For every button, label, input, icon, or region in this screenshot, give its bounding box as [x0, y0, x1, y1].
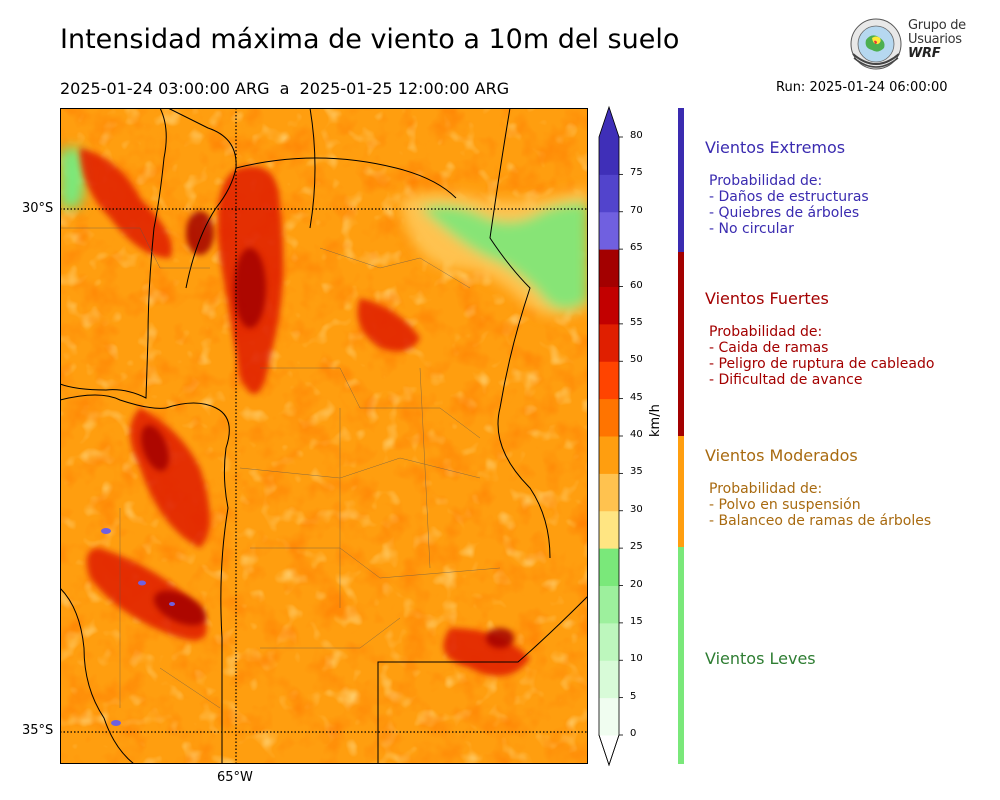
category-color-bar	[678, 108, 684, 252]
colorbar-segment	[599, 436, 619, 474]
colorbar-tick-label: 60	[630, 279, 643, 291]
category-color-bar	[678, 436, 684, 547]
colorbar-tick-label: 50	[630, 354, 643, 366]
lat-tick-35s: 35°S	[22, 723, 54, 738]
logo-line-1: Grupo de	[908, 18, 966, 33]
colorbar-tick-label: 40	[630, 429, 643, 440]
very-strong-wind-cores	[141, 211, 514, 648]
lat-tick-30s: 30°S	[22, 201, 54, 216]
description-line: - Dificultad de avance	[709, 372, 863, 388]
colorbar-tick-label: 35	[630, 466, 643, 478]
wind-intensity-map[interactable]	[60, 108, 588, 764]
logo-line-3: WRF	[908, 46, 941, 61]
colorbar-unit-label: km/h	[648, 404, 663, 437]
colorbar-over-extension	[599, 107, 619, 137]
strong-wind-bands	[80, 148, 530, 676]
wind-category-description: Probabilidad de: - Daños de estructuras - …	[709, 173, 869, 237]
colorbar-segment	[599, 510, 619, 549]
description-line: - Caida de ramas	[709, 340, 829, 356]
graticule	[60, 108, 588, 764]
wind-category: Vientos Leves	[705, 649, 816, 668]
department-boundaries	[60, 227, 501, 709]
map-frame	[60, 108, 588, 764]
wind-category: Vientos Moderados Probabilidad de: - Polvo…	[705, 446, 931, 529]
colorbar-segment	[599, 174, 619, 213]
colorbar-tick-label: 55	[630, 316, 643, 328]
colorbar-tick-label: 0	[630, 728, 637, 739]
description-line: - Quiebres de árboles	[709, 205, 860, 221]
colorbar-segment	[599, 660, 619, 699]
wind-category-title: Vientos Moderados	[705, 446, 858, 465]
extreme-wind-spots	[101, 528, 175, 726]
colorbar-segment	[599, 473, 619, 512]
colorbar-tick-label: 70	[630, 204, 643, 216]
category-color-bar	[678, 547, 684, 764]
category-color-bar	[678, 252, 684, 436]
colorbar-segment	[599, 585, 619, 624]
colorbar-segment	[599, 211, 619, 250]
colorbar-segment	[599, 361, 619, 400]
lon-tick-65w: 65°W	[217, 770, 253, 785]
colorbar-tick-label: 80	[630, 130, 643, 141]
wind-category-title: Vientos Extremos	[705, 138, 846, 157]
wind-category-title: Vientos Fuertes	[705, 289, 829, 308]
colorbar-segment	[599, 398, 619, 437]
grupo-usuarios-wrf-logo: Grupo de Usuarios WRF	[848, 16, 973, 74]
colorbar-segment	[599, 137, 619, 175]
wind-category: Vientos Fuertes Probabilidad de: - Caida d…	[705, 289, 934, 388]
wind-category-description: Probabilidad de: - Caida de ramas - Peligr…	[709, 324, 934, 388]
description-line: - No circular	[709, 221, 794, 237]
forecast-period: 2025-01-24 03:00:00 ARG a 2025-01-25 12:…	[60, 79, 510, 98]
colorbar-segment	[599, 622, 619, 661]
colorbar-tick-label: 75	[630, 167, 643, 179]
province-boundaries	[60, 108, 588, 764]
colorbar-tick-label: 15	[630, 615, 643, 627]
colorbar-tick-label: 30	[630, 503, 643, 515]
map-title: Intensidad máxima de viento a 10m del su…	[60, 24, 680, 55]
description-line: Probabilidad de:	[709, 481, 823, 497]
description-line: Probabilidad de:	[709, 173, 823, 189]
colorbar-tick-label: 65	[630, 242, 643, 254]
colorbar-segment	[599, 286, 619, 325]
wind-category-title: Vientos Leves	[705, 649, 816, 668]
description-line: - Daños de estructuras	[709, 189, 869, 205]
wind-colorbar	[598, 105, 623, 767]
description-line: Probabilidad de:	[709, 324, 823, 340]
colorbar-segment	[599, 548, 619, 586]
colorbar-segment	[599, 249, 619, 287]
description-line: - Polvo en suspensión	[709, 497, 861, 513]
colorbar-tick-label: 25	[630, 541, 643, 553]
colorbar-tick-label: 10	[630, 653, 643, 665]
colorbar-segment	[599, 697, 619, 736]
description-line: - Peligro de ruptura de cableado	[709, 356, 935, 372]
light-wind-zone-northeast	[60, 148, 588, 316]
colorbar-tick-label: 20	[630, 578, 643, 590]
colorbar-under-extension	[598, 734, 620, 767]
wind-category-description: Probabilidad de: - Polvo en suspensión - B…	[709, 481, 931, 529]
wind-category: Vientos Extremos Probabilidad de: - Daños …	[705, 138, 869, 237]
logo-line-2: Usuarios	[908, 32, 962, 47]
colorbar-tick-label: 45	[630, 391, 643, 403]
colorbar-tick-label: 5	[630, 690, 637, 702]
globe-emblem-icon	[850, 18, 902, 70]
run-timestamp: Run: 2025-01-24 06:00:00	[776, 80, 948, 95]
colorbar-segment	[599, 323, 619, 362]
description-line: - Balanceo de ramas de árboles	[709, 513, 932, 529]
